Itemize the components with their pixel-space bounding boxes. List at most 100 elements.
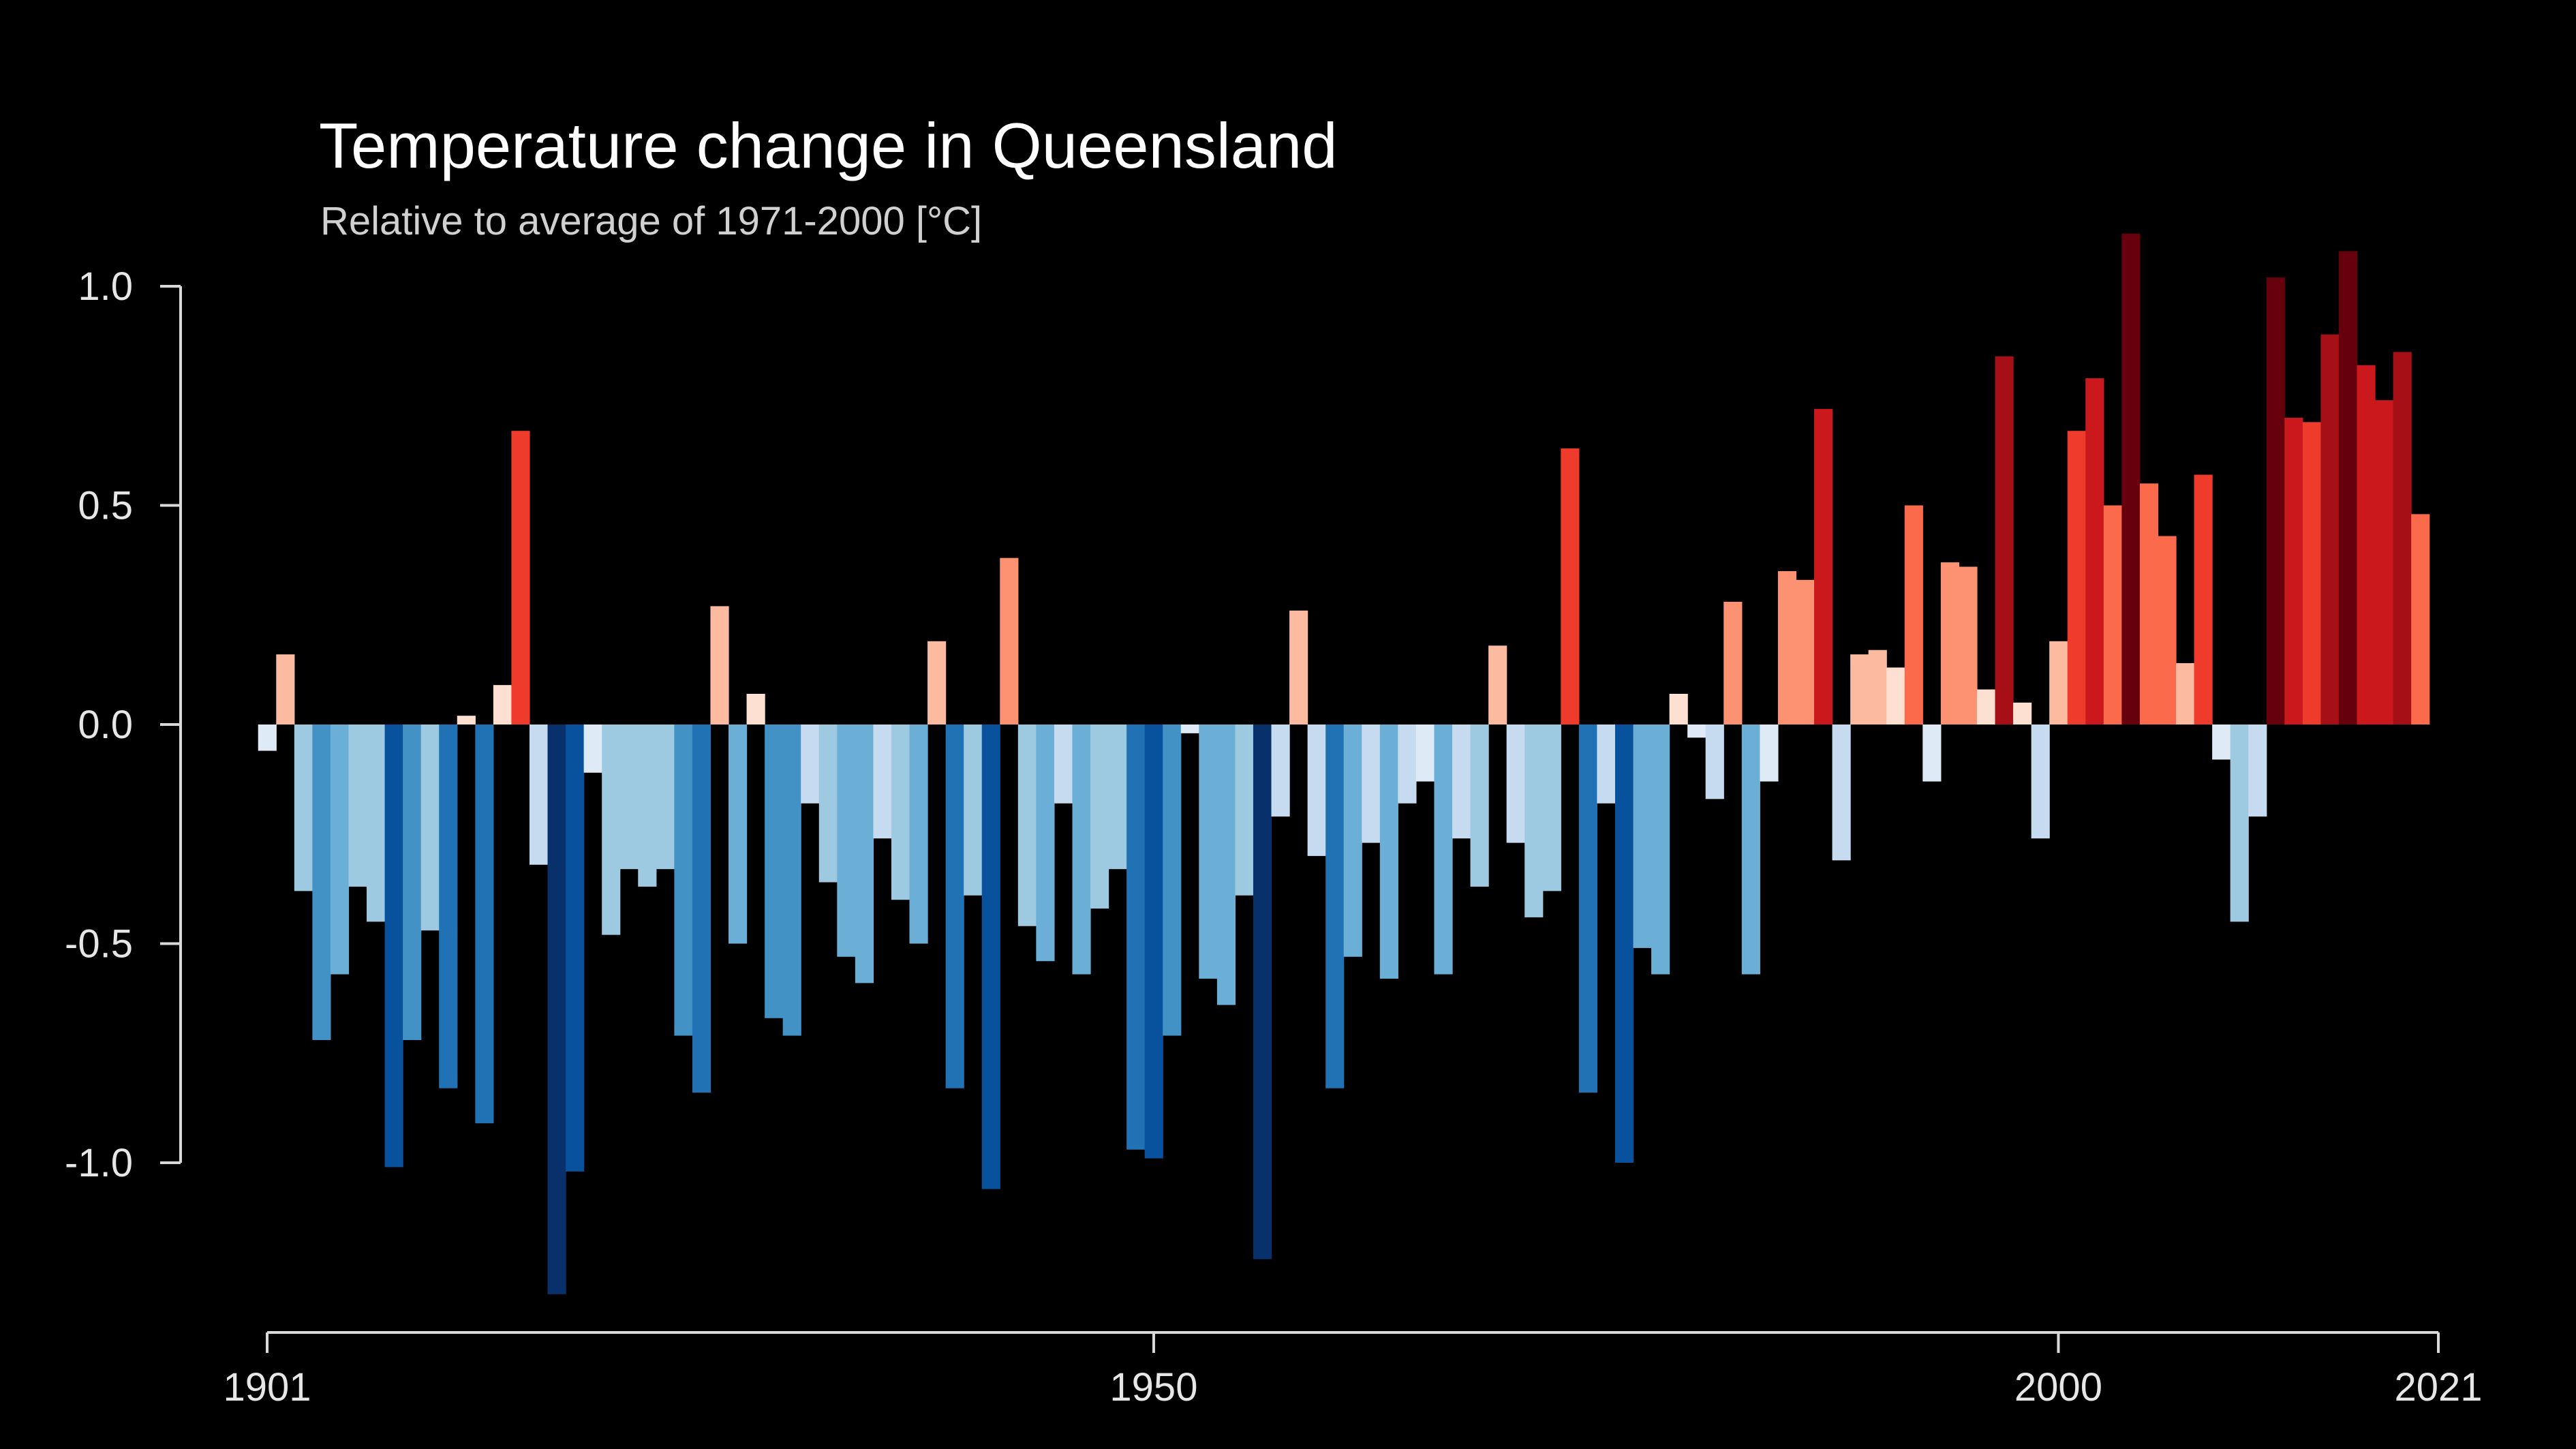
bar-1919 [583, 724, 602, 773]
bar-1957 [1271, 724, 1290, 817]
bar-1938 [927, 641, 947, 724]
bar-1955 [1235, 724, 1254, 896]
bar-1942 [1000, 558, 1019, 724]
bar-2019 [2393, 352, 2412, 724]
bar-1959 [1307, 724, 1326, 856]
bar-2017 [2357, 365, 2376, 724]
bar-1996 [1976, 689, 1996, 724]
y-tick-label: -1.0 [65, 1141, 133, 1185]
bar-1935 [873, 724, 892, 839]
bar-1922 [638, 724, 657, 887]
chart-title: Temperature change in Queensland [319, 110, 1338, 181]
bar-1976 [1614, 724, 1634, 1163]
bar-1962 [1362, 724, 1381, 843]
bar-2016 [2338, 251, 2358, 724]
bar-1985 [1777, 570, 1797, 724]
bar-1925 [692, 724, 711, 1093]
bar-2012 [2266, 277, 2285, 724]
bar-2005 [2139, 483, 2159, 724]
bar-1927 [729, 724, 748, 944]
bar-1933 [837, 724, 856, 957]
bar-1951 [1163, 724, 1182, 1036]
bar-1990 [1868, 650, 1887, 724]
bar-1917 [547, 724, 566, 1294]
bar-1939 [945, 724, 964, 1088]
bar-1918 [566, 724, 585, 1172]
bar-1964 [1398, 724, 1417, 804]
bar-1909 [403, 724, 422, 1040]
bar-1903 [294, 724, 313, 891]
bar-1986 [1796, 579, 1815, 724]
bar-1983 [1741, 724, 1760, 975]
bar-1961 [1343, 724, 1362, 957]
bar-1940 [964, 724, 983, 896]
bar-1982 [1723, 601, 1743, 724]
bar-1952 [1180, 724, 1199, 733]
bar-2007 [2176, 662, 2195, 724]
bar-2001 [2067, 431, 2086, 724]
bar-1972 [1542, 724, 1561, 891]
bar-1988 [1832, 724, 1851, 861]
bar-1921 [619, 724, 639, 870]
y-tick-label: 0.0 [78, 703, 133, 747]
bar-1971 [1524, 724, 1544, 917]
bar-1958 [1289, 610, 1308, 724]
bar-1928 [746, 693, 765, 724]
bars-group [258, 233, 2430, 1294]
bar-2015 [2320, 334, 2340, 725]
x-tick-label: 1950 [1109, 1365, 1197, 1409]
x-tick-label: 2021 [2394, 1365, 2482, 1409]
bar-1941 [981, 724, 1000, 1189]
bar-1978 [1651, 724, 1670, 975]
bar-1973 [1561, 448, 1580, 724]
y-tick-label: 0.5 [78, 484, 133, 528]
chart-subtitle: Relative to average of 1971-2000 [°C] [320, 199, 982, 243]
y-tick-label: -0.5 [65, 922, 133, 966]
x-tick-label: 2000 [2014, 1365, 2102, 1409]
bar-1906 [348, 724, 367, 887]
bar-1992 [1904, 505, 1923, 724]
bar-1911 [439, 724, 458, 1088]
bar-1924 [674, 724, 693, 1036]
bar-1987 [1814, 409, 1833, 724]
bar-1901 [258, 724, 277, 751]
bar-1980 [1687, 724, 1706, 738]
bar-2009 [2212, 724, 2231, 760]
x-tick-label: 1901 [223, 1365, 311, 1409]
bar-2014 [2302, 422, 2322, 724]
bar-1908 [384, 724, 403, 1168]
bar-1993 [1922, 724, 1942, 782]
bar-1934 [855, 724, 874, 983]
bar-1913 [475, 724, 494, 1124]
bar-1920 [602, 724, 621, 935]
bar-1960 [1325, 724, 1345, 1088]
bar-1999 [2031, 724, 2050, 839]
bar-1965 [1415, 724, 1435, 782]
bar-1975 [1597, 724, 1616, 804]
bar-1907 [367, 724, 386, 922]
bar-1963 [1379, 724, 1398, 979]
bar-1943 [1017, 724, 1037, 926]
bar-1991 [1886, 667, 1905, 724]
bar-1915 [511, 431, 530, 724]
bar-1944 [1036, 724, 1055, 962]
bar-1956 [1253, 724, 1272, 1260]
bar-1997 [1995, 356, 2014, 724]
bar-1923 [656, 724, 675, 870]
bar-2010 [2230, 724, 2249, 922]
bar-1994 [1940, 562, 1960, 724]
bar-1930 [782, 724, 801, 1036]
bar-1950 [1144, 724, 1163, 1159]
bar-1945 [1054, 724, 1073, 804]
bar-1926 [710, 606, 729, 724]
bar-1929 [765, 724, 784, 1018]
bar-1931 [801, 724, 820, 804]
bar-1954 [1216, 724, 1236, 1005]
bar-1904 [312, 724, 331, 1040]
bar-2000 [2049, 641, 2068, 724]
bar-2018 [2375, 400, 2394, 724]
bar-1966 [1434, 724, 1453, 975]
bar-1969 [1488, 645, 1507, 724]
bar-1981 [1705, 724, 1724, 799]
